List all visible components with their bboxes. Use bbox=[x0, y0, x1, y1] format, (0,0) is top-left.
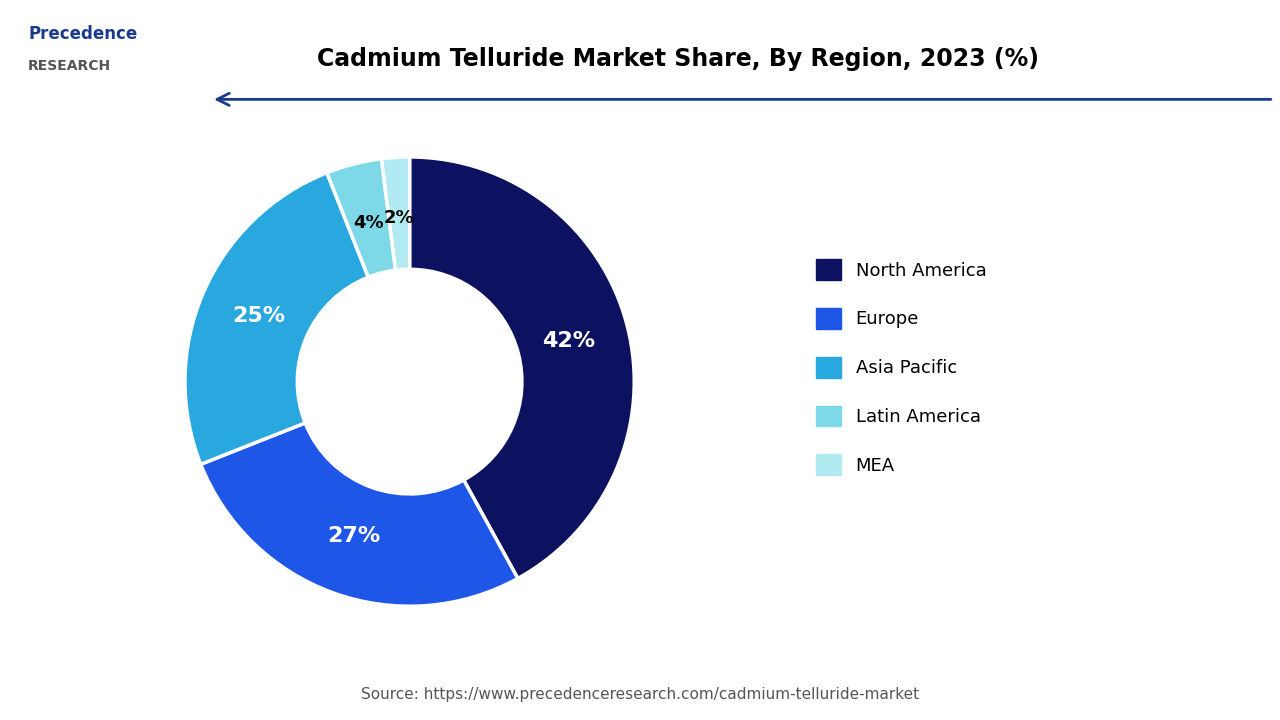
Wedge shape bbox=[201, 423, 518, 606]
Wedge shape bbox=[186, 173, 369, 464]
Text: RESEARCH: RESEARCH bbox=[28, 59, 111, 73]
Legend: North America, Europe, Asia Pacific, Latin America, MEA: North America, Europe, Asia Pacific, Lat… bbox=[815, 259, 987, 475]
Wedge shape bbox=[326, 158, 396, 277]
Text: 2%: 2% bbox=[384, 209, 415, 227]
Text: Precedence: Precedence bbox=[28, 25, 137, 43]
Text: 27%: 27% bbox=[328, 526, 380, 546]
Wedge shape bbox=[381, 157, 410, 270]
Text: Cadmium Telluride Market Share, By Region, 2023 (%): Cadmium Telluride Market Share, By Regio… bbox=[317, 47, 1039, 71]
Text: Source: https://www.precedenceresearch.com/cadmium-telluride-market: Source: https://www.precedenceresearch.c… bbox=[361, 687, 919, 702]
Text: 4%: 4% bbox=[353, 214, 384, 232]
Text: 25%: 25% bbox=[233, 307, 285, 326]
Text: 42%: 42% bbox=[541, 330, 595, 351]
Wedge shape bbox=[410, 157, 634, 578]
